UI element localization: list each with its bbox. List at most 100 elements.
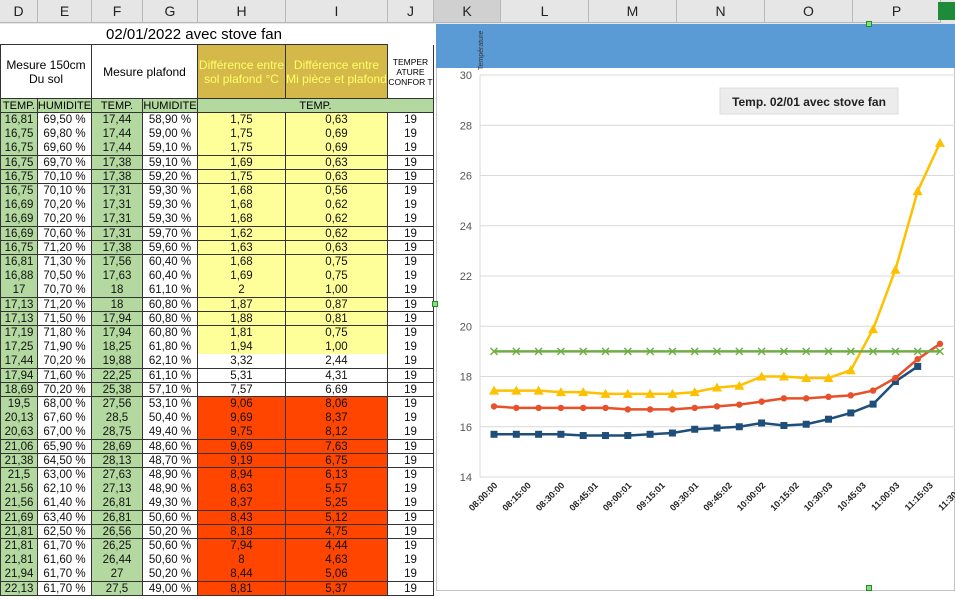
table-cell[interactable]: 19: [388, 567, 434, 583]
table-cell[interactable]: 71,30 %: [38, 255, 92, 270]
table-cell[interactable]: 16,81: [0, 113, 38, 128]
table-cell[interactable]: 1,00: [286, 340, 388, 355]
table-cell[interactable]: 17,25: [0, 340, 38, 355]
table-cell[interactable]: 28,69: [92, 439, 143, 455]
table-cell[interactable]: 19: [388, 127, 434, 142]
column-header-h[interactable]: H: [198, 0, 286, 23]
table-cell[interactable]: 49,30 %: [143, 496, 198, 512]
table-cell[interactable]: 60,40 %: [143, 255, 198, 270]
table-cell[interactable]: 28,75: [92, 425, 143, 441]
table-cell[interactable]: 2: [198, 283, 286, 299]
subheader-temp-1[interactable]: TEMP.: [0, 99, 38, 113]
table-cell[interactable]: 70,50 %: [38, 269, 92, 284]
table-cell[interactable]: 17,13: [0, 311, 38, 327]
table-cell[interactable]: 19: [388, 553, 434, 568]
table-cell[interactable]: 26,56: [92, 524, 143, 540]
table-cell[interactable]: 16,75: [0, 155, 38, 171]
table-cell[interactable]: 53,10 %: [143, 397, 198, 412]
table-cell[interactable]: 27,13: [92, 482, 143, 497]
table-cell[interactable]: 5,57: [286, 482, 388, 497]
table-cell[interactable]: 19: [388, 411, 434, 426]
table-cell[interactable]: 19: [388, 155, 434, 171]
table-cell[interactable]: 17,13: [0, 297, 38, 313]
table-cell[interactable]: 0,62: [286, 226, 388, 242]
column-header-i[interactable]: I: [286, 0, 388, 23]
table-cell[interactable]: 5,06: [286, 567, 388, 583]
table-cell[interactable]: 70,10 %: [38, 184, 92, 199]
table-cell[interactable]: 17,31: [92, 184, 143, 199]
header-diff-sol[interactable]: Différence entre sol plafond °C: [198, 45, 286, 99]
table-cell[interactable]: 26,81: [92, 510, 143, 526]
table-cell[interactable]: 62,50 %: [38, 524, 92, 540]
table-cell[interactable]: 8,37: [198, 496, 286, 512]
column-header-p[interactable]: P: [853, 0, 941, 23]
table-cell[interactable]: 6,75: [286, 453, 388, 469]
table-cell[interactable]: 0,75: [286, 269, 388, 284]
table-cell[interactable]: 1,75: [198, 169, 286, 185]
table-cell[interactable]: 1,62: [198, 226, 286, 242]
table-cell[interactable]: 17,44: [0, 354, 38, 370]
table-cell[interactable]: 8,43: [198, 510, 286, 526]
table-cell[interactable]: 21,81: [0, 539, 38, 554]
table-cell[interactable]: 4,44: [286, 539, 388, 554]
table-cell[interactable]: 59,30 %: [143, 198, 198, 213]
subheader-temp-3[interactable]: TEMP.: [198, 99, 434, 113]
table-cell[interactable]: 17,56: [92, 255, 143, 270]
table-cell[interactable]: 18,25: [92, 340, 143, 355]
table-cell[interactable]: 19: [388, 340, 434, 355]
table-cell[interactable]: 61,70 %: [38, 567, 92, 583]
table-cell[interactable]: 16,75: [0, 141, 38, 157]
table-cell[interactable]: 21,38: [0, 453, 38, 469]
table-cell[interactable]: 69,70 %: [38, 155, 92, 171]
table-cell[interactable]: 50,60 %: [143, 510, 198, 526]
table-cell[interactable]: 18: [92, 297, 143, 313]
table-cell[interactable]: 7,57: [198, 382, 286, 398]
table-cell[interactable]: 8,12: [286, 425, 388, 441]
table-cell[interactable]: 19: [388, 453, 434, 469]
table-cell[interactable]: 67,00 %: [38, 425, 92, 441]
table-cell[interactable]: 70,60 %: [38, 226, 92, 242]
header-confort[interactable]: TEMPER ATURE CONFOR T: [388, 45, 434, 99]
table-cell[interactable]: 27,56: [92, 397, 143, 412]
table-cell[interactable]: 48,90 %: [143, 482, 198, 497]
table-cell[interactable]: 61,70 %: [38, 539, 92, 554]
table-cell[interactable]: 25,38: [92, 382, 143, 398]
table-cell[interactable]: 26,81: [92, 496, 143, 512]
table-cell[interactable]: 17,63: [92, 269, 143, 284]
table-cell[interactable]: 27,5: [92, 581, 143, 597]
table-cell[interactable]: 18,69: [0, 382, 38, 398]
table-cell[interactable]: 16,69: [0, 212, 38, 228]
table-cell[interactable]: 49,40 %: [143, 425, 198, 441]
table-cell[interactable]: 71,80 %: [38, 326, 92, 341]
table-cell[interactable]: 19: [388, 184, 434, 199]
table-cell[interactable]: 17,38: [92, 169, 143, 185]
table-cell[interactable]: 19: [388, 468, 434, 483]
table-cell[interactable]: 9,69: [198, 439, 286, 455]
table-cell[interactable]: 69,80 %: [38, 127, 92, 142]
table-cell[interactable]: 0,62: [286, 198, 388, 213]
table-cell[interactable]: 0,63: [286, 155, 388, 171]
table-cell[interactable]: 0,69: [286, 127, 388, 142]
table-cell[interactable]: 3,32: [198, 354, 286, 370]
temperature-chart[interactable]: 14 16 18 20 22 24 26 28 30 Température Temp. 02/01…: [435, 23, 955, 592]
table-cell[interactable]: 21,81: [0, 553, 38, 568]
table-cell[interactable]: 8,94: [198, 468, 286, 483]
table-cell[interactable]: 19: [388, 240, 434, 256]
table-cell[interactable]: 21,56: [0, 496, 38, 512]
table-cell[interactable]: 17,44: [92, 113, 143, 128]
table-cell[interactable]: 2,44: [286, 354, 388, 370]
table-cell[interactable]: 27: [92, 567, 143, 583]
table-cell[interactable]: 50,60 %: [143, 553, 198, 568]
table-cell[interactable]: 9,19: [198, 453, 286, 469]
column-header-l[interactable]: L: [501, 0, 589, 23]
table-cell[interactable]: 1,68: [198, 198, 286, 213]
table-cell[interactable]: 60,80 %: [143, 311, 198, 327]
table-cell[interactable]: 1,75: [198, 127, 286, 142]
table-cell[interactable]: 17,31: [92, 212, 143, 228]
column-header-o[interactable]: O: [765, 0, 853, 23]
table-cell[interactable]: 26,25: [92, 539, 143, 554]
table-cell[interactable]: 28,13: [92, 453, 143, 469]
table-cell[interactable]: 1,75: [198, 141, 286, 157]
table-cell[interactable]: 1,68: [198, 184, 286, 199]
table-cell[interactable]: 59,20 %: [143, 169, 198, 185]
